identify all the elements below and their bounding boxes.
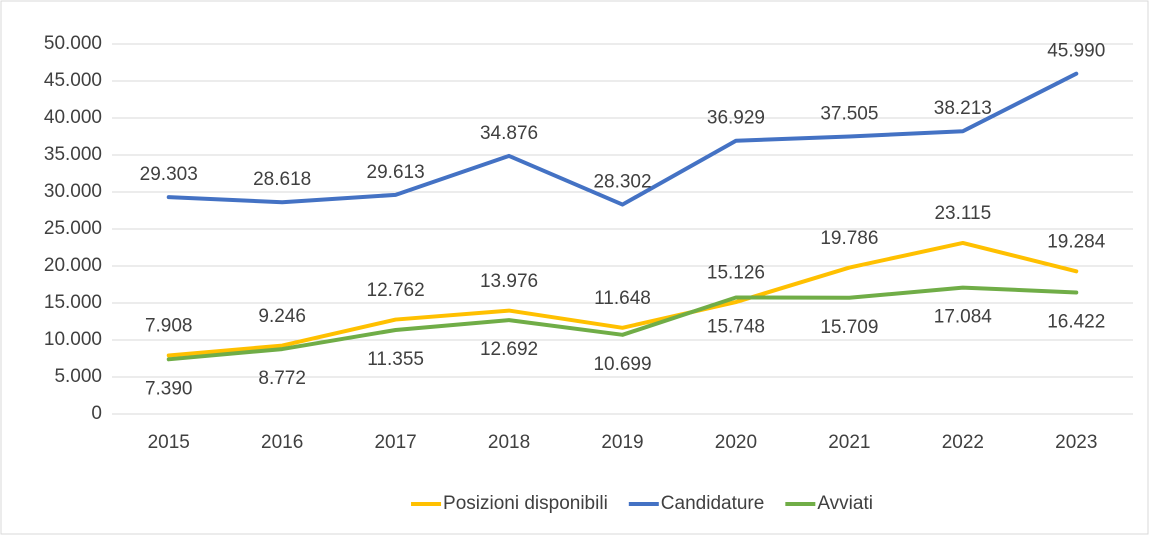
y-tick-label: 50.000	[44, 33, 102, 54]
y-tick-label: 30.000	[44, 181, 102, 202]
x-tick-label: 2017	[374, 432, 416, 453]
legend-label: Posizioni disponibili	[443, 493, 608, 514]
data-label: 19.284	[1047, 232, 1106, 253]
data-label: 11.648	[594, 288, 651, 309]
data-label: 28.302	[593, 172, 651, 193]
data-label: 7.908	[145, 316, 193, 337]
data-label: 11.355	[367, 349, 424, 370]
data-label: 8.772	[258, 368, 306, 389]
data-label: 16.422	[1047, 311, 1105, 332]
x-tick-label: 2019	[601, 432, 643, 453]
x-tick-label: 2021	[828, 432, 870, 453]
data-label: 15.126	[707, 262, 765, 283]
data-label: 13.976	[480, 271, 538, 292]
y-tick-label: 5.000	[54, 366, 102, 387]
y-tick-label: 15.000	[44, 292, 102, 313]
data-label: 12.692	[480, 339, 538, 360]
data-label: 29.613	[367, 162, 425, 183]
data-label: 29.303	[140, 164, 198, 185]
data-label: 34.876	[480, 123, 538, 144]
data-label: 37.505	[820, 103, 878, 124]
data-label: 23.115	[934, 203, 991, 224]
data-label: 7.390	[145, 378, 193, 399]
series-line	[166, 71, 1079, 207]
x-tick-label: 2022	[942, 432, 984, 453]
data-label: 9.246	[258, 306, 306, 327]
y-tick-label: 0	[91, 403, 102, 424]
data-label: 38.213	[934, 98, 992, 119]
legend-label: Candidature	[661, 493, 765, 514]
legend-label: Avviati	[817, 493, 873, 514]
data-label: 15.748	[707, 316, 765, 337]
data-label: 12.762	[367, 280, 425, 301]
data-label: 15.709	[820, 317, 878, 338]
y-tick-label: 40.000	[44, 107, 102, 128]
series-line	[166, 285, 1079, 362]
y-tick-label: 20.000	[44, 255, 102, 276]
data-label: 19.786	[820, 228, 878, 249]
y-tick-label: 45.000	[44, 70, 102, 91]
x-tick-label: 2023	[1055, 432, 1097, 453]
y-tick-label: 10.000	[44, 329, 102, 350]
data-label: 10.699	[593, 354, 651, 375]
y-tick-label: 35.000	[44, 144, 102, 165]
series-line	[166, 240, 1079, 358]
data-label: 36.929	[707, 108, 765, 129]
x-tick-label: 2018	[488, 432, 530, 453]
y-tick-label: 25.000	[44, 218, 102, 239]
data-label: 45.990	[1047, 41, 1105, 62]
x-tick-label: 2015	[148, 432, 190, 453]
data-label: 28.618	[253, 169, 311, 190]
x-tick-label: 2016	[261, 432, 303, 453]
x-tick-label: 2020	[715, 432, 757, 453]
data-label: 17.084	[934, 307, 993, 328]
